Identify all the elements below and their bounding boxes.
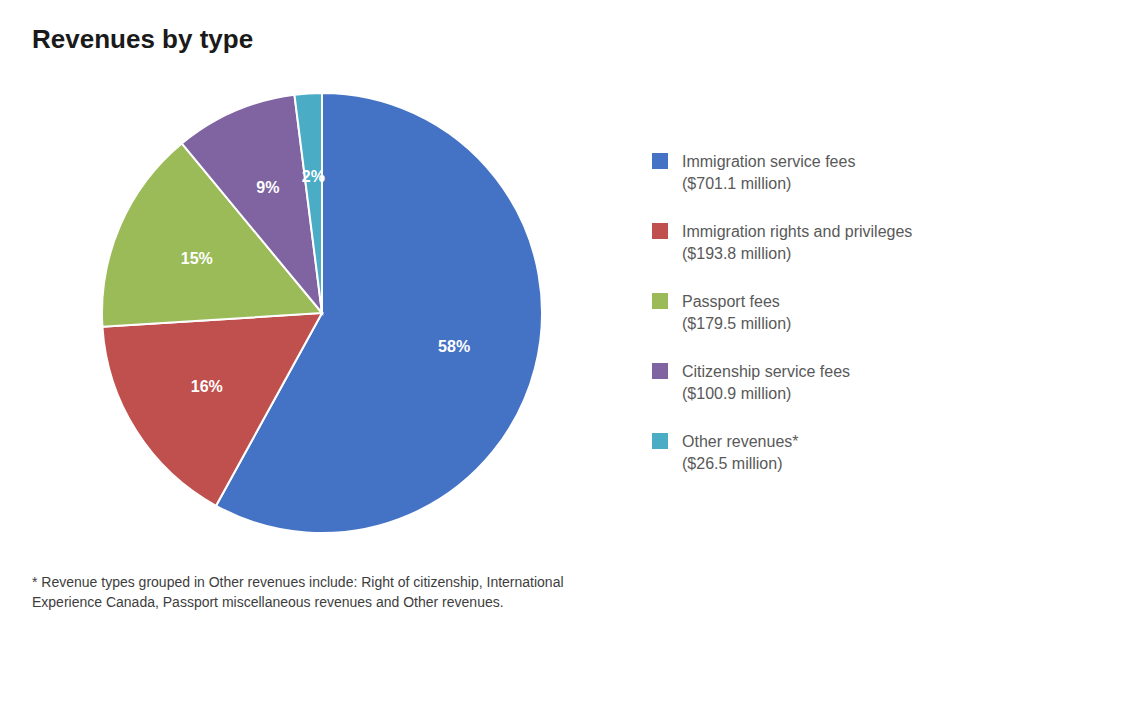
html-text:Passport fees: Passport fees — [682, 293, 780, 310]
html-text:* Revenue types grouped in Oth: * Revenue types grouped in Other revenue… — [32, 574, 564, 610]
html-text:Other revenues*: Other revenues* — [682, 433, 799, 450]
html-text:($179.5 million): ($179.5 million) — [682, 315, 792, 332]
html-text:Immigration service fees: Immigration service fees — [682, 153, 856, 170]
html-text:Revenues by type: Revenues by type — [32, 24, 254, 54]
html-text:($26.5 million): ($26.5 million) — [682, 455, 783, 472]
html-text:Immigration rights and privile: Immigration rights and privileges — [682, 223, 913, 240]
html-text:($100.9 million): ($100.9 million) — [682, 385, 792, 402]
html-text:($701.1 million): ($701.1 million) — [682, 175, 792, 192]
html-text:Citizenship service fees: Citizenship service fees — [682, 363, 851, 380]
svg-text:2%: 2% — [302, 168, 325, 185]
svg-text:58%: 58% — [438, 338, 470, 355]
svg-text:9%: 9% — [256, 179, 279, 196]
html-text:($193.8 million): ($193.8 million) — [682, 245, 792, 262]
svg-text:15%: 15% — [181, 250, 213, 267]
svg-text:16%: 16% — [191, 378, 223, 395]
